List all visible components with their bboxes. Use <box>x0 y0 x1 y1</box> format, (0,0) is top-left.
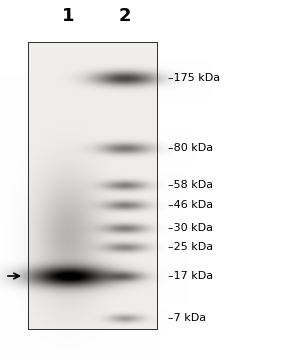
Text: –80 kDa: –80 kDa <box>168 143 213 153</box>
Text: –46 kDa: –46 kDa <box>168 200 213 210</box>
Text: –25 kDa: –25 kDa <box>168 242 213 252</box>
Text: –58 kDa: –58 kDa <box>168 180 213 190</box>
Text: –175 kDa: –175 kDa <box>168 73 220 83</box>
Text: –30 kDa: –30 kDa <box>168 223 213 233</box>
Text: –7 kDa: –7 kDa <box>168 313 206 323</box>
Text: 2: 2 <box>119 7 131 25</box>
Text: 1: 1 <box>62 7 74 25</box>
Text: –17 kDa: –17 kDa <box>168 271 213 281</box>
